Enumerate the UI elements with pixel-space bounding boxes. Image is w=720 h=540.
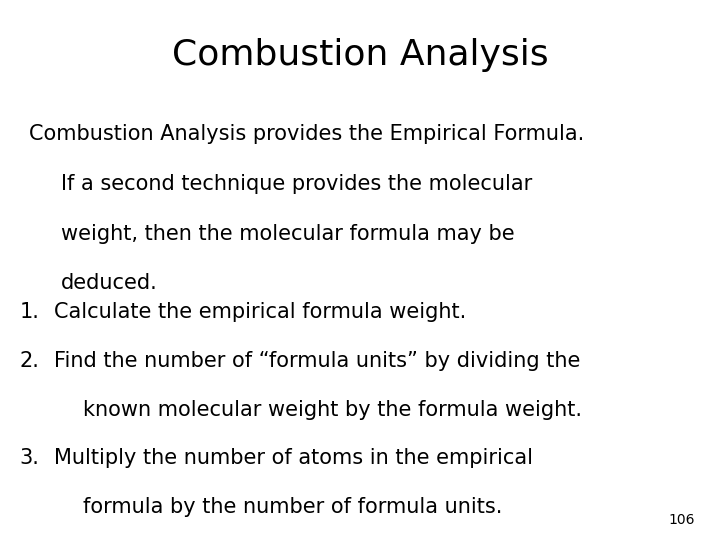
Text: 1.: 1.: [19, 302, 40, 322]
Text: 3.: 3.: [19, 448, 40, 468]
Text: If a second technique provides the molecular: If a second technique provides the molec…: [61, 174, 533, 194]
Text: 2.: 2.: [19, 351, 40, 371]
Text: weight, then the molecular formula may be: weight, then the molecular formula may b…: [61, 224, 515, 244]
Text: Combustion Analysis provides the Empirical Formula.: Combustion Analysis provides the Empiric…: [29, 124, 584, 144]
Text: Find the number of “formula units” by dividing the: Find the number of “formula units” by di…: [54, 351, 580, 371]
Text: Calculate the empirical formula weight.: Calculate the empirical formula weight.: [54, 302, 467, 322]
Text: deduced.: deduced.: [61, 273, 158, 293]
Text: Multiply the number of atoms in the empirical: Multiply the number of atoms in the empi…: [54, 448, 533, 468]
Text: formula by the number of formula units.: formula by the number of formula units.: [83, 497, 502, 517]
Text: 106: 106: [668, 512, 695, 526]
Text: known molecular weight by the formula weight.: known molecular weight by the formula we…: [83, 400, 582, 420]
Text: Combustion Analysis: Combustion Analysis: [171, 38, 549, 72]
